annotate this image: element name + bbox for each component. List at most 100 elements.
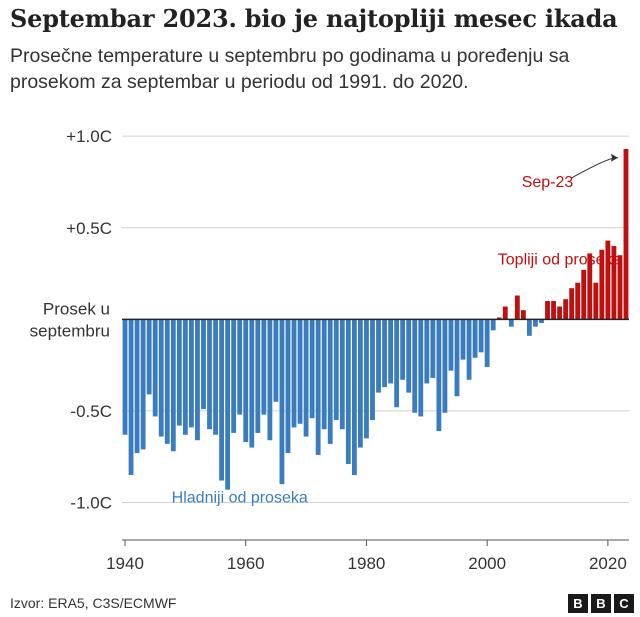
bar-1971 [309,319,315,419]
bar-1995 [454,319,460,397]
bar-1958 [231,319,237,433]
sep23-annotation: Sep-23 [522,174,574,191]
bar-1979 [357,319,363,448]
bar-2005 [514,295,520,320]
bar-1976 [339,319,345,430]
bar-1952 [195,319,200,441]
bar-1954 [207,319,212,430]
bar-1957 [225,319,231,490]
bar-1985 [394,319,400,408]
bar-2001 [490,319,496,331]
bar-1987 [406,319,412,393]
bar-1941 [128,319,134,476]
bar-1986 [400,319,406,380]
cold-annotation: Hladniji od proseka [172,490,308,507]
bar-1993 [442,319,448,413]
bar-2003 [502,306,508,320]
bar-1984 [388,319,394,384]
bar-1973 [321,319,327,430]
bar-1962 [255,319,261,433]
bar-2017 [587,253,593,320]
bar-1982 [376,319,381,393]
bar-1966 [279,319,285,485]
bar-2012 [557,306,563,320]
temperature-bar-chart: +1.0C +0.5C Prosek u septembru -0.5C -1.0C 194… [30,127,629,573]
bar-1992 [436,319,442,432]
y-tick-label: -1.0C [70,494,112,513]
bar-1981 [370,319,375,421]
bar-2020 [605,240,611,320]
chart-title: Septembar 2023. bio je najtopliji mesec … [10,4,618,33]
x-tick-label: 1980 [348,554,386,573]
x-tick-label: 2000 [468,554,506,573]
bar-2008 [533,319,538,327]
bar-1942 [134,319,140,454]
bar-2019 [599,249,605,320]
bar-1953 [201,319,206,410]
bar-1965 [273,319,279,402]
bar-2010 [545,301,550,320]
bbc-logo-letter-3: C [614,594,634,613]
bar-1943 [140,319,146,450]
bar-1956 [219,319,225,481]
x-tick-label: 2020 [589,554,627,573]
sep23-arrowhead [610,153,618,162]
bar-2002 [496,317,502,320]
x-tick-label: 1940 [106,554,144,573]
bar-1959 [237,319,243,415]
x-tick-label: 1960 [227,554,265,573]
bar-1951 [188,319,194,428]
warm-annotation: Topliji od proseka [498,251,622,268]
bar-1996 [460,319,466,360]
bar-1970 [303,319,309,437]
y-baseline-label: Prosek u septembru [30,299,110,340]
bar-2014 [569,288,575,320]
bar-1967 [285,319,291,454]
bar-1960 [243,319,249,443]
bar-2004 [508,319,514,327]
bbc-logo-letter-2: B [591,594,611,613]
bar-2021 [611,246,617,320]
bar-1990 [424,319,430,384]
bar-1944 [146,319,152,395]
bar-1991 [430,319,436,378]
y-tick-label: +0.5C [66,219,112,238]
bar-1947 [164,319,170,444]
bar-1968 [291,319,297,428]
bbc-logo-letter-1: B [568,594,588,613]
bar-2015 [575,282,581,320]
y-tick-label: -0.5C [70,402,112,421]
sep23-arrow [571,157,619,179]
bar-2000 [484,319,490,367]
bar-1955 [213,319,218,435]
chart-subtitle: Prosečne temperature u septembru po godi… [10,45,570,93]
bar-1974 [327,319,333,444]
bar-1950 [182,319,188,435]
bar-1998 [472,319,478,358]
bar-1964 [267,319,273,441]
bar-1977 [345,319,351,465]
bar-2009 [539,319,544,323]
bar-1997 [466,319,472,380]
y-tick-label: +1.0C [66,127,112,146]
bar-1975 [333,319,339,421]
bar-2007 [526,319,532,336]
bar-1999 [478,319,484,353]
bar-1978 [351,319,357,476]
bar-1946 [158,319,164,437]
bar-1989 [418,319,424,417]
bar-1961 [249,319,255,448]
bar-1972 [315,319,321,455]
bar-1949 [176,319,182,426]
bar-1940 [122,319,128,435]
bar-2022 [617,255,623,320]
bar-2023 [623,148,629,320]
bbc-logo: B B C [568,594,634,613]
bar-1945 [152,319,158,417]
bar-1994 [448,319,454,371]
bar-2013 [563,299,569,320]
bar-1948 [170,319,176,452]
bar-2018 [593,282,599,320]
bar-2011 [551,301,556,320]
bar-2016 [581,269,587,320]
